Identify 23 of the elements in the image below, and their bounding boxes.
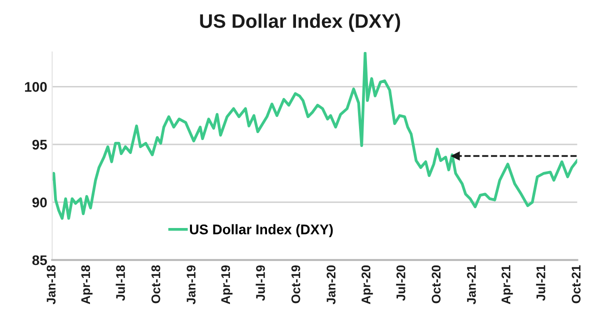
y-tick-label: 85 [32,255,47,266]
x-tick-label: Jul-20 [396,265,406,301]
line-series [52,52,578,220]
y-tick-label: 100 [25,82,47,92]
x-tick-label: Jul-18 [116,265,125,301]
legend-label: US Dollar Index (DXY) [190,224,333,238]
y-tick-label: 90 [32,198,47,208]
x-tick-label: Apr-20 [362,265,373,304]
x-tick-label: Apr-19 [221,265,233,304]
x-tick-label: Jan-18 [46,265,56,304]
x-tick-label: Oct-21 [572,265,581,304]
x-tick-label: Oct-20 [432,265,441,304]
x-tick-label: Jan-19 [186,265,196,304]
x-tick-label: Apr-18 [81,265,93,304]
x-tick-label: Jul-19 [256,265,265,301]
x-tick-label: Jul-21 [536,265,546,301]
chart-title: US Dollar Index (DXY) [200,14,400,32]
x-tick-label: Jan-21 [467,265,476,304]
y-tick-label: 95 [32,140,47,150]
x-tick-label: Apr-21 [502,265,513,304]
x-tick-label: Jan-20 [326,265,336,304]
x-tick-label: Oct-18 [151,265,160,304]
x-tick-label: Oct-19 [291,265,300,304]
